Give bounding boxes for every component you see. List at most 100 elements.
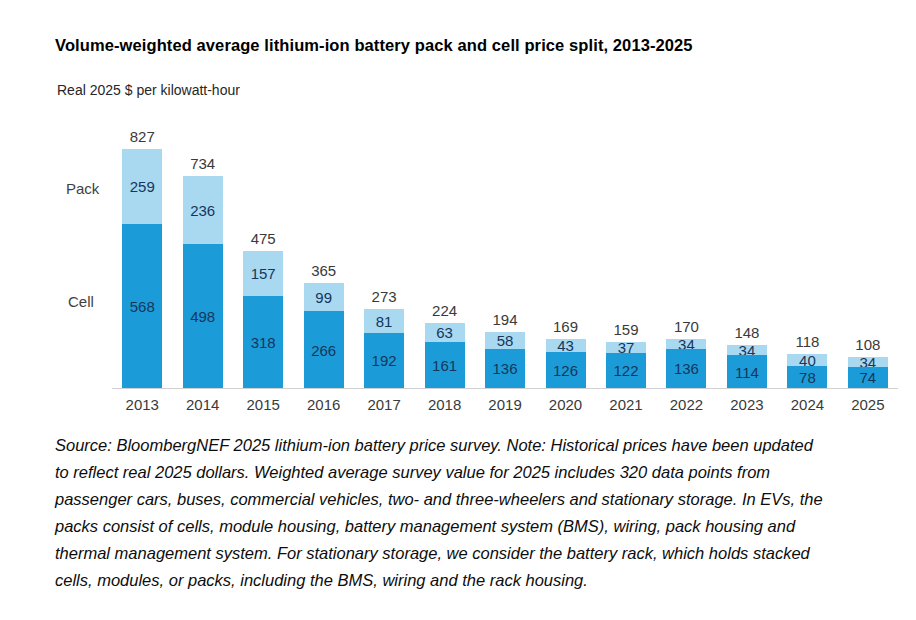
bar-column-2025: 1083474 (838, 118, 898, 388)
cell-value-label: 192 (372, 353, 397, 368)
bar-total-label: 194 (493, 312, 518, 327)
x-tick-label: 2018 (414, 396, 474, 413)
x-axis-labels: 2013201420152016201720182019202020212022… (112, 396, 898, 413)
pack-segment: 58 (485, 332, 525, 349)
cell-value-label: 568 (130, 298, 155, 313)
bar-total-label: 108 (855, 337, 880, 352)
chart-page: Volume-weighted average lithium-ion batt… (0, 0, 916, 620)
stacked-bar: 4078 (787, 354, 827, 388)
bar-column-2015: 475 157 318 (233, 118, 293, 388)
bar-total-label: 159 (613, 322, 638, 337)
cell-value-label: 266 (311, 342, 336, 357)
pack-value-label: 236 (190, 203, 215, 218)
series-label-pack: Pack (66, 180, 99, 197)
bar-total-label: 475 (251, 231, 276, 246)
bar-total-label: 224 (432, 303, 457, 318)
x-tick-label: 2020 (535, 396, 595, 413)
stacked-bar: 81 192 (364, 309, 404, 388)
bar-column-2022: 170 34 136 (656, 118, 716, 388)
cell-segment: 74 (848, 367, 888, 388)
x-tick-label: 2016 (293, 396, 353, 413)
pack-segment: 99 (304, 283, 344, 312)
x-tick-label: 2015 (233, 396, 293, 413)
cell-value-label: 318 (251, 335, 276, 350)
stacked-bar: 63 161 (425, 323, 465, 388)
x-tick-label: 2021 (596, 396, 656, 413)
stacked-bar: 34 136 (666, 339, 706, 388)
x-tick-label: 2022 (656, 396, 716, 413)
x-tick-label: 2014 (172, 396, 232, 413)
stacked-bar: 157 318 (243, 251, 283, 388)
bar-total-label: 118 (795, 334, 819, 349)
pack-value-label: 99 (315, 289, 332, 304)
stacked-bar: 3474 (848, 357, 888, 388)
cell-value-label: 78 (799, 369, 816, 384)
bar-total-label: 365 (311, 263, 336, 278)
cell-segment: 318 (243, 296, 283, 388)
cell-value-label: 136 (493, 361, 518, 376)
pack-segment: 34 (666, 339, 706, 349)
bar-total-label: 734 (190, 156, 215, 171)
cell-segment: 192 (364, 333, 404, 389)
x-tick-label: 2025 (838, 396, 898, 413)
bar-column-2020: 169 43 126 (535, 118, 595, 388)
cell-value-label: 136 (674, 361, 699, 376)
bar-total-label: 827 (130, 129, 155, 144)
x-tick-label: 2024 (777, 396, 837, 413)
cell-value-label: 114 (735, 364, 759, 379)
pack-value-label: 58 (497, 333, 514, 348)
pack-segment: 157 (243, 251, 283, 296)
x-tick-label: 2017 (354, 396, 414, 413)
pack-segment: 34 (848, 357, 888, 367)
cell-value-label: 498 (190, 309, 215, 324)
cell-segment: 78 (787, 366, 827, 389)
pack-segment: 81 (364, 309, 404, 332)
pack-value-label: 157 (251, 266, 276, 281)
x-tick-label: 2013 (112, 396, 172, 413)
bar-column-2023: 148 34 114 (717, 118, 777, 388)
pack-value-label: 63 (436, 325, 453, 340)
y-axis-unit-label: Real 2025 $ per kilowatt-hour (57, 82, 240, 98)
cell-segment: 136 (666, 349, 706, 388)
pack-segment: 236 (183, 176, 223, 244)
stacked-bar: 43 126 (546, 339, 586, 388)
cell-value-label: 74 (860, 370, 877, 385)
bar-total-label: 170 (674, 319, 699, 334)
pack-segment: 34 (727, 345, 767, 355)
pack-value-label: 259 (130, 179, 155, 194)
cell-segment: 136 (485, 349, 525, 388)
bar-column-2021: 159 37122 (596, 118, 656, 388)
cell-value-label: 122 (613, 363, 638, 378)
pack-segment: 259 (122, 149, 162, 224)
bar-total-label: 169 (553, 319, 578, 334)
bar-column-2016: 365 99 266 (293, 118, 353, 388)
stacked-bar: 34 114 (727, 345, 767, 388)
bar-column-2024: 1184078 (777, 118, 837, 388)
cell-segment: 498 (183, 244, 223, 388)
cell-segment: 266 (304, 311, 344, 388)
bar-total-label: 148 (734, 325, 759, 340)
cell-segment: 126 (546, 352, 586, 388)
bar-column-2013: 827 259 568 (112, 118, 172, 388)
x-tick-label: 2019 (475, 396, 535, 413)
source-note: Source: BloombergNEF 2025 lithium-ion ba… (55, 432, 885, 594)
cell-value-label: 126 (553, 362, 578, 377)
pack-segment: 63 (425, 323, 465, 341)
stacked-bar: 236 498 (183, 176, 223, 388)
cell-segment: 122 (606, 353, 646, 388)
bar-column-2019: 194 58 136 (475, 118, 535, 388)
stacked-bar: 37122 (606, 342, 646, 388)
cell-segment: 568 (122, 224, 162, 388)
bar-column-2017: 273 81 192 (354, 118, 414, 388)
bar-total-label: 273 (372, 289, 397, 304)
x-tick-label: 2023 (717, 396, 777, 413)
pack-segment: 43 (546, 339, 586, 351)
cell-value-label: 161 (432, 357, 457, 372)
stacked-bar: 58 136 (485, 332, 525, 388)
series-label-cell: Cell (68, 293, 94, 310)
pack-value-label: 81 (376, 313, 393, 328)
bar-column-2018: 224 63 161 (414, 118, 474, 388)
pack-segment: 40 (787, 354, 827, 366)
cell-segment: 161 (425, 342, 465, 389)
stacked-bar: 99 266 (304, 283, 344, 388)
